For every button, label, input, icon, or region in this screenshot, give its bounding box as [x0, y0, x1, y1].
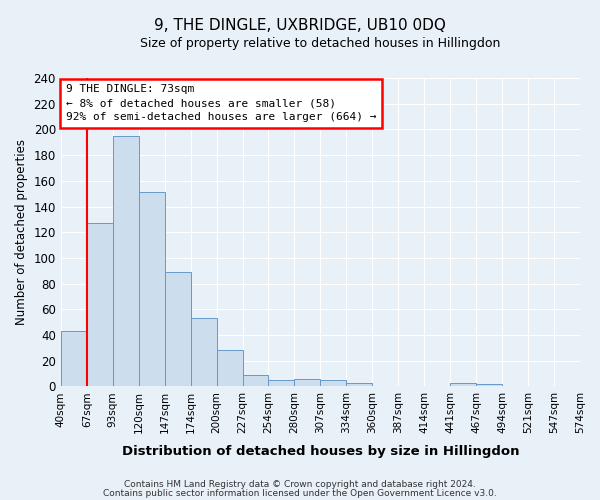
- Bar: [450, 382, 476, 386]
- Bar: [346, 382, 373, 386]
- Text: 9, THE DINGLE, UXBRIDGE, UB10 0DQ: 9, THE DINGLE, UXBRIDGE, UB10 0DQ: [154, 18, 446, 32]
- Y-axis label: Number of detached properties: Number of detached properties: [15, 139, 28, 325]
- Title: Size of property relative to detached houses in Hillingdon: Size of property relative to detached ho…: [140, 38, 500, 51]
- Text: 9 THE DINGLE: 73sqm
← 8% of detached houses are smaller (58)
92% of semi-detache: 9 THE DINGLE: 73sqm ← 8% of detached hou…: [66, 84, 376, 122]
- Bar: [268, 380, 295, 386]
- Bar: [61, 331, 87, 386]
- X-axis label: Distribution of detached houses by size in Hillingdon: Distribution of detached houses by size …: [122, 444, 519, 458]
- Bar: [295, 378, 320, 386]
- Bar: [139, 192, 164, 386]
- Bar: [242, 375, 268, 386]
- Text: Contains HM Land Registry data © Crown copyright and database right 2024.: Contains HM Land Registry data © Crown c…: [124, 480, 476, 489]
- Bar: [217, 350, 242, 386]
- Bar: [87, 223, 113, 386]
- Bar: [476, 384, 502, 386]
- Bar: [320, 380, 346, 386]
- Bar: [191, 318, 217, 386]
- Bar: [113, 136, 139, 386]
- Text: Contains public sector information licensed under the Open Government Licence v3: Contains public sector information licen…: [103, 488, 497, 498]
- Bar: [164, 272, 191, 386]
